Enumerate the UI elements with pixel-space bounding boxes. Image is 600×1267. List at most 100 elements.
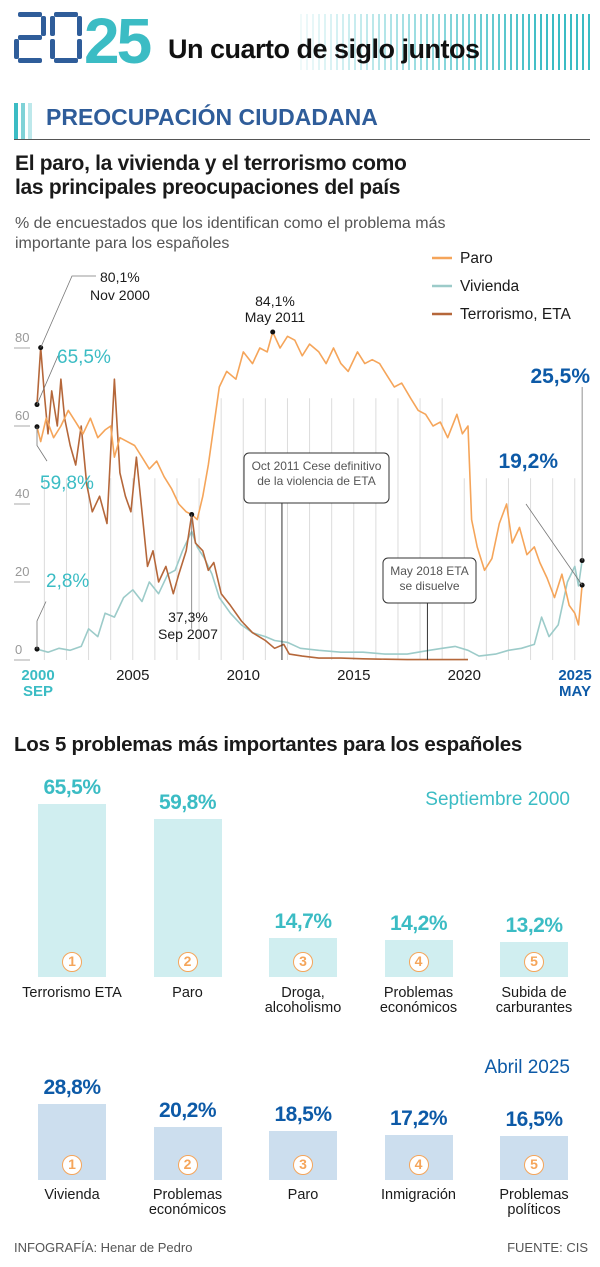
annotation-value: 37,3% xyxy=(168,609,208,625)
bar-category-label: Droga, alcoholismo xyxy=(264,985,342,1016)
stripe xyxy=(498,14,500,70)
stripe xyxy=(552,14,554,70)
stripe xyxy=(432,14,434,70)
stripe xyxy=(528,14,530,70)
bar-value-label: 28,8% xyxy=(43,1075,101,1099)
y-tick-label: 60 xyxy=(15,408,29,423)
x-tick-label: 2020 xyxy=(448,667,481,684)
period-label-2025: Abril 2025 xyxy=(484,1057,570,1078)
series-line-vivienda xyxy=(36,530,583,657)
bar-value-label: 16,5% xyxy=(505,1108,563,1132)
stripe xyxy=(450,14,452,70)
bar-value-label: 18,5% xyxy=(274,1103,332,1127)
divider xyxy=(14,139,590,140)
y-tick-label: 80 xyxy=(15,330,29,345)
annotation-value: 2,8% xyxy=(46,571,89,592)
stripe xyxy=(414,14,416,70)
annotation-value: 65,5% xyxy=(57,347,111,368)
rank-badge: 3 xyxy=(293,1155,313,1175)
bar-value-label: 13,2% xyxy=(505,914,563,938)
bar-category-label: Paro xyxy=(172,985,203,1001)
logo-segment xyxy=(50,39,55,59)
stripe xyxy=(546,14,548,70)
y-tick-label: 0 xyxy=(15,642,22,657)
stripe xyxy=(336,14,338,70)
rank-badge: 3 xyxy=(293,952,313,972)
stripe xyxy=(564,14,566,70)
bar-category-label: Subida de carburantes xyxy=(495,985,573,1016)
bar-value-label: 17,2% xyxy=(389,1106,448,1130)
legend-label: Terrorismo, ETA xyxy=(460,306,571,323)
annotation-value: 80,1% xyxy=(100,269,140,285)
stripe xyxy=(438,14,440,70)
rank-badge: 2 xyxy=(177,952,198,972)
legend-label: Paro xyxy=(460,250,493,267)
stripe xyxy=(468,14,470,70)
logo-2025: 25 xyxy=(14,12,154,64)
logo-segment xyxy=(77,16,82,36)
rank-badge: 1 xyxy=(62,952,82,972)
x-tick-label: 2005 xyxy=(116,667,149,684)
logo-segment xyxy=(18,58,42,63)
stripe xyxy=(420,14,422,70)
chart-title: El paro, la vivienda y el terrorismo com… xyxy=(15,152,407,199)
event-label: Oct 2011 Cese definitivo de la violencia … xyxy=(252,459,382,488)
logo-segment xyxy=(54,12,78,17)
legend-label: Vivienda xyxy=(460,278,520,295)
stripe xyxy=(516,14,518,70)
leader-line xyxy=(36,426,48,462)
stripe xyxy=(588,14,590,70)
logo-segment xyxy=(54,58,78,63)
stripe xyxy=(372,14,374,70)
x-tick-label: 2025 xyxy=(558,667,591,684)
logo-segment xyxy=(18,12,42,17)
series-line-terrorismo-eta xyxy=(36,346,468,661)
rank-badge: 5 xyxy=(524,1155,544,1175)
stripe xyxy=(384,14,386,70)
stripe xyxy=(456,14,458,70)
rank-badge: 4 xyxy=(408,952,429,972)
logo-segment xyxy=(77,39,82,59)
stripe xyxy=(408,14,410,70)
stripe xyxy=(312,14,314,70)
annotation-date: May 2011 xyxy=(245,309,306,325)
bar xyxy=(38,804,106,977)
bar-value-label: 65,5% xyxy=(43,776,101,800)
rank-badge: 2 xyxy=(177,1155,198,1175)
stripe xyxy=(396,14,398,70)
stripe xyxy=(474,14,476,70)
stripe xyxy=(558,14,560,70)
event-box xyxy=(243,452,390,504)
bar-category-label: Paro xyxy=(287,1187,319,1203)
annotation-value: 84,1% xyxy=(255,293,295,309)
bar-value-label: 14,2% xyxy=(389,911,448,935)
annotation-value: 19,2% xyxy=(498,450,558,473)
stripe xyxy=(300,14,302,70)
stripe xyxy=(390,14,392,70)
leader-line xyxy=(36,601,47,650)
x-tick-sublabel: SEP xyxy=(23,683,53,700)
source: FUENTE: CIS xyxy=(507,1240,588,1255)
x-tick-label: 2015 xyxy=(337,667,370,684)
stripe xyxy=(570,14,572,70)
section-bars-icon xyxy=(14,103,32,139)
bar-category-label: Problemas políticos xyxy=(499,1187,569,1218)
decorative-stripes xyxy=(300,14,590,70)
stripe xyxy=(378,14,380,70)
annotation-date: Nov 2000 xyxy=(90,287,150,303)
bars-title: Los 5 problemas más importantes para los… xyxy=(14,733,522,756)
chart-subtitle: % de encuestados que los identifican com… xyxy=(15,215,446,252)
stripe xyxy=(492,14,494,70)
stripe xyxy=(522,14,524,70)
bar-category-label: Inmigración xyxy=(381,1187,456,1203)
event-label: May 2018 ETA se disuelve xyxy=(390,564,468,593)
stripe xyxy=(360,14,362,70)
stripe xyxy=(366,14,368,70)
bar-value-label: 14,7% xyxy=(274,910,332,934)
stripe xyxy=(348,14,350,70)
stripe xyxy=(324,14,326,70)
stripe xyxy=(306,14,308,70)
credit: INFOGRAFÍA: Henar de Pedro xyxy=(14,1240,193,1255)
site-title: Un cuarto de siglo juntos xyxy=(168,34,480,64)
